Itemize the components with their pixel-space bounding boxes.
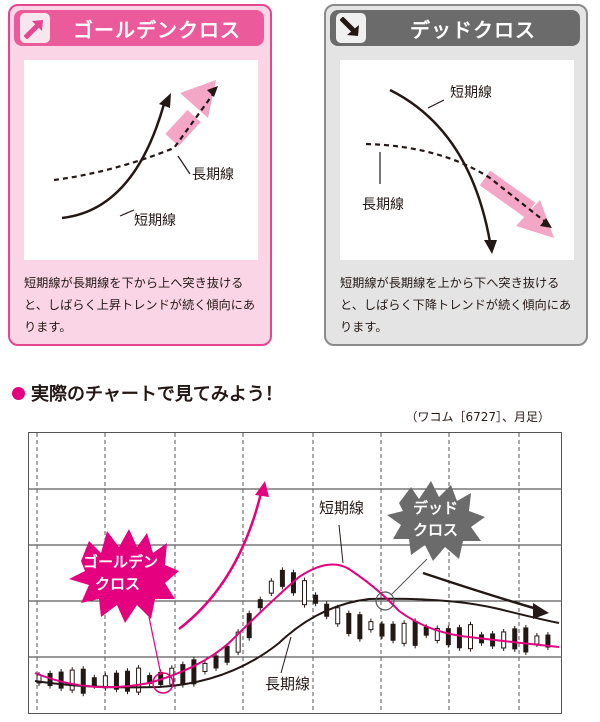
candle-body — [113, 672, 119, 690]
bullet-icon — [12, 386, 25, 400]
dead-cross-panel: デッドクロス 短期線 長期線 短期線が長期線を上から下へ突き抜けると、しばらく下… — [324, 4, 588, 346]
dead-cross-header: デッドクロス — [330, 10, 580, 46]
candle-body — [434, 627, 440, 641]
candle-body — [257, 599, 263, 609]
candle-body — [512, 628, 518, 650]
golden-cross-description: 短期線が長期線を下から上へ突き抜けると、しばらく上昇トレンドが続く傾向にあります… — [24, 276, 256, 334]
price-chart: 短期線 長期線 ゴールデン クロス デッド クロス — [28, 432, 562, 714]
short-term-line — [34, 563, 560, 689]
long-term-line — [34, 597, 560, 689]
dead-cross-description: 短期線が長期線を上から下へ突き抜けると、しばらく下降トレンドが続く傾向にあります… — [340, 276, 572, 334]
golden-cross-panel: ゴールデンクロス 長期線 短期線 短期線が長期線を下から上へ突き抜けると、しばら… — [8, 4, 272, 346]
candle-body — [368, 621, 374, 631]
candle-body — [357, 614, 363, 640]
arrow-up-right-icon — [20, 13, 50, 43]
dead-badge-line1: デッド — [413, 499, 459, 517]
candle-body — [335, 607, 341, 625]
dead-cross-badge — [387, 481, 485, 561]
candle-body — [456, 627, 462, 649]
section-title: 実際のチャートで見てみよう！ — [12, 380, 283, 406]
candle-body — [91, 677, 97, 687]
candle-body — [58, 671, 64, 689]
candle-body — [313, 594, 319, 604]
dead-badge-line2: クロス — [413, 521, 459, 539]
golden-badge-line1: ゴールデン — [83, 553, 159, 571]
candle-body — [125, 670, 131, 692]
candle-body — [279, 569, 285, 587]
chart-short-label: 短期線 — [319, 499, 365, 517]
arrow-down-right-icon — [336, 13, 366, 43]
candle-body — [235, 631, 241, 653]
chart-source: （ワコム［6727］、月足） — [405, 410, 550, 424]
golden-cross-badge — [69, 529, 179, 623]
golden-badge-line2: クロス — [95, 575, 141, 593]
dead-short-label: 短期線 — [450, 85, 492, 101]
candle-body — [545, 634, 551, 648]
chart-long-label: 長期線 — [265, 675, 311, 693]
uptrend-arrow-icon — [255, 481, 269, 497]
candle-body — [412, 620, 418, 646]
candle-body — [523, 627, 529, 653]
golden-long-label: 長期線 — [192, 167, 234, 183]
golden-cross-illustration: 長期線 短期線 — [24, 60, 258, 260]
candle-body — [390, 623, 396, 641]
golden-cross-marker — [152, 672, 174, 694]
section-title-text: 実際のチャートで見てみよう！ — [31, 384, 283, 405]
price-chart-svg — [29, 433, 561, 713]
candle-body — [213, 655, 219, 669]
dead-cross-illustration: 短期線 長期線 — [340, 60, 574, 260]
golden-cross-header: ゴールデンクロス — [14, 10, 264, 46]
candle-body — [302, 580, 308, 606]
candle-body — [379, 623, 385, 637]
candle-body — [80, 668, 86, 694]
candle-body — [136, 667, 142, 693]
candle-body — [69, 669, 75, 691]
candle-body — [224, 645, 230, 663]
candle-body — [191, 659, 197, 685]
candle-body — [180, 664, 186, 686]
dead-cross-marker — [375, 591, 395, 611]
downtrend-arrow-icon — [533, 603, 549, 619]
dead-cross-title: デッドクロス — [410, 17, 536, 42]
candle-body — [445, 628, 451, 646]
candle-body — [534, 635, 540, 645]
dead-long-label: 長期線 — [362, 197, 404, 213]
candle-body — [346, 612, 352, 634]
candle-body — [268, 580, 274, 594]
golden-cross-title: ゴールデンクロス — [73, 17, 241, 42]
candle-body — [401, 622, 407, 644]
golden-short-label: 短期線 — [134, 213, 176, 229]
candle-body — [202, 662, 208, 672]
candle-body — [423, 626, 429, 636]
